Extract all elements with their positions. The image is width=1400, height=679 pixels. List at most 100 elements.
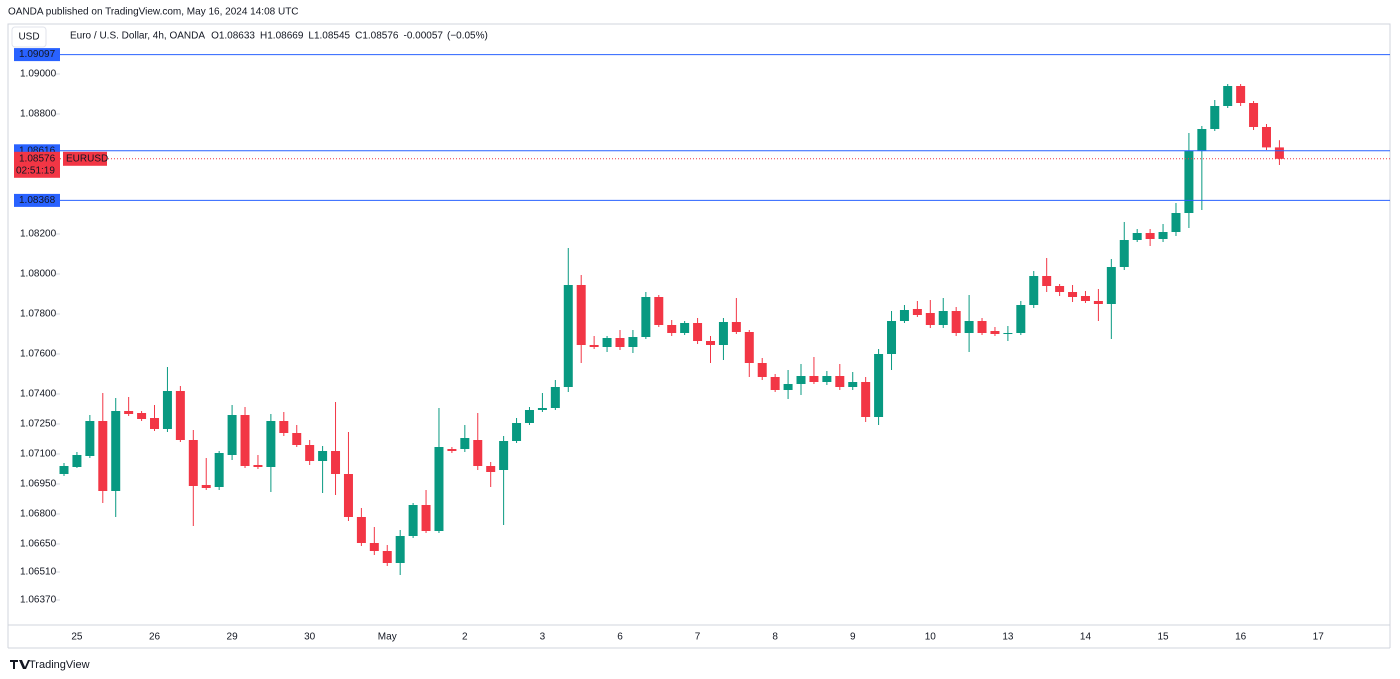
brand: TradingView [29,659,90,671]
publisher: OANDA published on TradingView.com, May … [8,7,299,18]
level-label: 1.09097 [19,49,56,60]
candle-body [382,551,392,563]
candle-body [524,410,534,423]
symbol-box [63,151,107,166]
candle-body [744,332,754,363]
candle-body [59,466,69,474]
candle-body [279,421,289,433]
ohlc-prefix: L [308,31,314,42]
candle-body [1145,233,1155,239]
candle-body [473,440,483,466]
y-tick-label: 1.06370 [20,595,57,606]
ohlc-value: 1.08545 [314,31,351,42]
y-tick-label: 1.06510 [20,567,57,578]
candle-body [188,440,198,486]
y-tick-label: 1.07250 [20,419,57,430]
candle-body [874,354,884,417]
candle-body [395,536,405,563]
y-tick-label: 1.07800 [20,309,57,320]
candle-body [137,413,147,419]
symbol-title: Euro / U.S. Dollar, 4h, OANDA [70,31,205,42]
candle-body [731,322,741,332]
x-tick-label: 29 [227,632,239,643]
candle-body [124,411,134,414]
candle-body [1223,86,1233,106]
candle-body [706,341,715,345]
x-tick-label: 13 [1002,632,1014,643]
x-tick-label: 30 [304,632,316,643]
symbol-label: EURUSD [66,153,108,164]
x-tick-label: 25 [71,632,83,643]
x-tick-label: 2 [462,632,468,643]
candle-body [1055,286,1065,292]
candle-body [434,447,444,531]
level-label-box [14,193,60,207]
candle-body [266,421,276,467]
candle-body [809,376,819,382]
y-tick-label: 1.06650 [20,539,57,550]
candle-body [938,311,948,325]
ohlc-prefix: O [211,31,219,42]
candle-body [408,505,418,536]
plot-frame [7,23,1391,626]
candle-body [162,391,172,429]
current-price-box [14,151,60,178]
candle-body [680,323,690,333]
candle-body [770,377,780,390]
change-percent: (−0.05%) [447,31,488,42]
candle-body [499,441,509,470]
candle-body [72,455,82,467]
x-tick-label: 17 [1313,632,1325,643]
candle-body [1274,147,1284,159]
currency: USD [18,32,39,43]
candle-body [253,465,263,467]
countdown: 02:51:19 [16,165,55,176]
ohlc-prefix: C [355,31,362,42]
y-tick-label: 1.08800 [20,109,57,120]
candle-body [693,323,703,341]
candle-body [576,285,586,345]
level-label-box [14,48,60,62]
candle-body [1197,129,1207,151]
candle-body [1042,276,1052,286]
ohlc-prefix: H [260,31,267,42]
y-tick-label: 1.08000 [20,269,57,280]
y-tick-label: 1.08200 [20,229,57,240]
candle-body [1093,301,1103,304]
candle-body [641,297,651,337]
candle-body [602,338,612,347]
currency-box[interactable] [11,26,47,48]
candle-body [240,415,250,466]
candle-body [951,311,961,333]
candle-body [305,445,315,461]
candle-body [848,382,858,387]
candle-body [964,321,974,333]
candle-body [356,517,366,543]
candle-body [796,376,806,384]
ohlc-legend: Euro / U.S. Dollar, 4h, OANDA O 1.08633 H 1… [70,31,488,42]
y-tick-label: 1.09000 [20,69,57,80]
x-tick-label: 14 [1080,632,1092,643]
x-tick-label: 7 [695,632,701,643]
candle-body [98,421,108,491]
candle-body [214,453,224,487]
candle-body [1106,267,1116,304]
candle-body [1119,240,1129,267]
y-tick-label: 1.07100 [20,449,57,460]
candle-body [150,418,160,429]
candle-body [977,321,987,333]
x-tick-label: 9 [850,632,856,643]
candle-body [887,321,897,354]
x-tick-label: 6 [617,632,623,643]
candle-body [1184,151,1194,213]
candle-body [1236,86,1246,103]
candle-body [460,438,470,449]
candle-body [861,382,871,417]
x-tick-label: 15 [1157,632,1169,643]
level-label: 1.08368 [19,195,56,206]
candle-body [512,423,522,441]
change: -0.00057 [404,31,444,42]
candle-body [447,449,457,451]
candle-body [292,433,302,445]
